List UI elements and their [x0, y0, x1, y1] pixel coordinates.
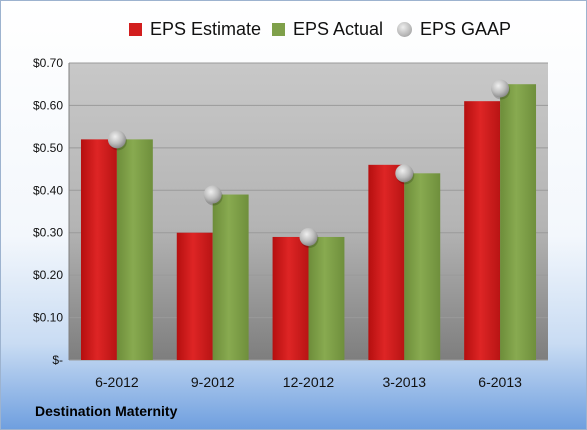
legend: EPS Estimate EPS Actual EPS GAAP [1, 15, 586, 45]
bar-eps-estimate [176, 232, 213, 360]
bar-eps-actual [500, 84, 537, 360]
bar-eps-estimate [80, 139, 117, 360]
legend-item-eps-gaap: EPS GAAP [397, 19, 511, 40]
y-tick-label: $0.10 [33, 311, 63, 325]
bar-eps-actual [404, 173, 441, 360]
legend-swatch-eps-gaap [397, 22, 412, 37]
legend-label-eps-actual: EPS Actual [293, 19, 384, 39]
bar-eps-actual [212, 194, 249, 360]
y-tick-label: $0.30 [33, 226, 63, 240]
legend-swatch-eps-actual [272, 23, 285, 36]
y-tick-label: $0.40 [33, 183, 63, 197]
bars [80, 84, 537, 360]
company-name: Destination Maternity [35, 403, 178, 419]
gaap-markers [107, 79, 511, 248]
x-tick-label: 12-2012 [283, 374, 335, 390]
legend-label-eps-estimate: EPS Estimate [150, 19, 262, 39]
gaap-marker [491, 79, 510, 98]
bar-eps-estimate [464, 101, 501, 360]
bar-eps-actual [308, 236, 345, 360]
gaap-marker [395, 164, 414, 183]
y-tick-label: $0.60 [33, 98, 63, 112]
legend-swatch-eps-estimate [129, 23, 142, 36]
legend-item-eps-actual: EPS Actual [272, 19, 383, 40]
gaap-marker [107, 130, 126, 149]
y-tick-label: $- [52, 353, 63, 367]
bar-chart: $- $0.10 $0.20 $0.30 $0.40 $0.50 $0.60 $0.70 6-… [33, 56, 548, 390]
gaap-marker [299, 227, 318, 246]
x-tick-label: 3-2013 [383, 374, 427, 390]
y-axis-tick-labels: $- $0.10 $0.20 $0.30 $0.40 $0.50 $0.60 $0.70 [33, 56, 63, 367]
bar-eps-actual [116, 139, 153, 360]
bar-eps-estimate [368, 164, 405, 360]
x-tick-label: 9-2012 [191, 374, 235, 390]
x-tick-label: 6-2013 [478, 374, 522, 390]
x-axis-tick-labels: 6-2012 9-2012 12-2012 3-2013 6-2013 [95, 374, 522, 390]
gaap-marker [203, 185, 222, 204]
y-tick-label: $0.20 [33, 268, 63, 282]
y-tick-label: $0.70 [33, 56, 63, 70]
legend-item-eps-estimate: EPS Estimate [129, 19, 261, 40]
legend-label-eps-gaap: EPS GAAP [420, 19, 512, 39]
bar-eps-estimate [272, 236, 309, 360]
x-tick-label: 6-2012 [95, 374, 139, 390]
y-tick-label: $0.50 [33, 141, 63, 155]
